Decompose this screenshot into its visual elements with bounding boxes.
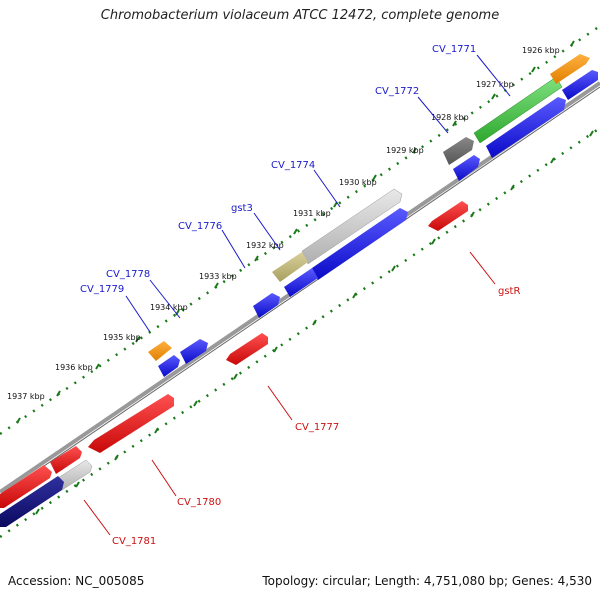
gene-label-cv-1774[interactable]: CV_1774 bbox=[271, 160, 315, 171]
gene-label-cv-1772[interactable]: CV_1772 bbox=[375, 86, 419, 97]
outer-ruler bbox=[0, 24, 600, 436]
gene-label-cv-1781[interactable]: CV_1781 bbox=[112, 536, 156, 547]
feature-gst3[interactable] bbox=[272, 252, 308, 282]
outer-ticks bbox=[16, 40, 575, 424]
feature-orange-small[interactable] bbox=[550, 54, 590, 84]
tick-label: 1934 kbp bbox=[150, 303, 188, 312]
tick-label: 1937 kbp bbox=[7, 392, 45, 401]
feature-blue-top[interactable] bbox=[562, 70, 598, 100]
gene-label-cv-1778[interactable]: CV_1778 bbox=[106, 269, 150, 280]
map-title: Chromobacterium violaceum ATCC 12472, co… bbox=[100, 8, 500, 23]
feature-cv-1776[interactable] bbox=[253, 293, 280, 318]
forward-features bbox=[0, 54, 598, 527]
feature-cv-1772[interactable] bbox=[443, 137, 474, 165]
gene-label-cv-1771[interactable]: CV_1771 bbox=[432, 44, 476, 55]
gene-labels: CV_1771 CV_1772 CV_1774 gst3 CV_1776 CV_… bbox=[80, 44, 520, 547]
gene-label-cv-1777[interactable]: CV_1777 bbox=[295, 422, 339, 433]
tick-label: 1930 kbp bbox=[339, 178, 377, 187]
feature-cv-1777[interactable] bbox=[226, 333, 268, 365]
feature-red-left[interactable] bbox=[0, 465, 52, 508]
gene-label-cv-1779[interactable]: CV_1779 bbox=[80, 284, 124, 295]
gene-label-cv-1780[interactable]: CV_1780 bbox=[177, 497, 221, 508]
feature-cv-1771[interactable] bbox=[473, 76, 563, 144]
feature-blue-1774[interactable] bbox=[312, 208, 408, 280]
tick-label: 1926 kbp bbox=[522, 46, 560, 55]
reverse-features bbox=[88, 201, 468, 453]
feature-blue-1772[interactable] bbox=[453, 155, 480, 181]
inner-ticks bbox=[35, 130, 594, 515]
tick-label: 1932 kbp bbox=[246, 241, 284, 250]
tick-labels: 1926 kbp 1927 kbp 1928 kbp 1929 kbp 1930… bbox=[7, 46, 560, 401]
feature-cv-1780[interactable] bbox=[88, 394, 174, 453]
tick-label: 1929 kbp bbox=[386, 146, 424, 155]
tick-label: 1927 kbp bbox=[476, 80, 514, 89]
topology-text: Topology: circular; Length: 4,751,080 bp… bbox=[262, 574, 592, 588]
feature-blue-long[interactable] bbox=[486, 97, 566, 158]
feature-cv-1779[interactable] bbox=[148, 341, 172, 361]
inner-ruler bbox=[0, 126, 600, 539]
feature-blue-gst3[interactable] bbox=[284, 268, 318, 297]
tick-label: 1928 kbp bbox=[431, 113, 469, 122]
feature-navy-left[interactable] bbox=[0, 476, 64, 527]
tick-label: 1935 kbp bbox=[103, 333, 141, 342]
label-leaders bbox=[83, 54, 511, 536]
tick-label: 1936 kbp bbox=[55, 363, 93, 372]
accession-text: Accession: NC_005085 bbox=[8, 574, 145, 588]
feature-red-left-top[interactable] bbox=[50, 446, 82, 474]
feature-blue-1779[interactable] bbox=[158, 355, 180, 377]
feature-gstR[interactable] bbox=[428, 201, 468, 231]
tick-label: 1931 kbp bbox=[293, 209, 331, 218]
gene-label-cv-1776[interactable]: CV_1776 bbox=[178, 221, 222, 232]
tick-label: 1933 kbp bbox=[199, 272, 237, 281]
gene-label-gst3[interactable]: gst3 bbox=[231, 203, 253, 214]
feature-cv-1778[interactable] bbox=[180, 339, 208, 364]
gene-label-gstR[interactable]: gstR bbox=[498, 286, 520, 297]
